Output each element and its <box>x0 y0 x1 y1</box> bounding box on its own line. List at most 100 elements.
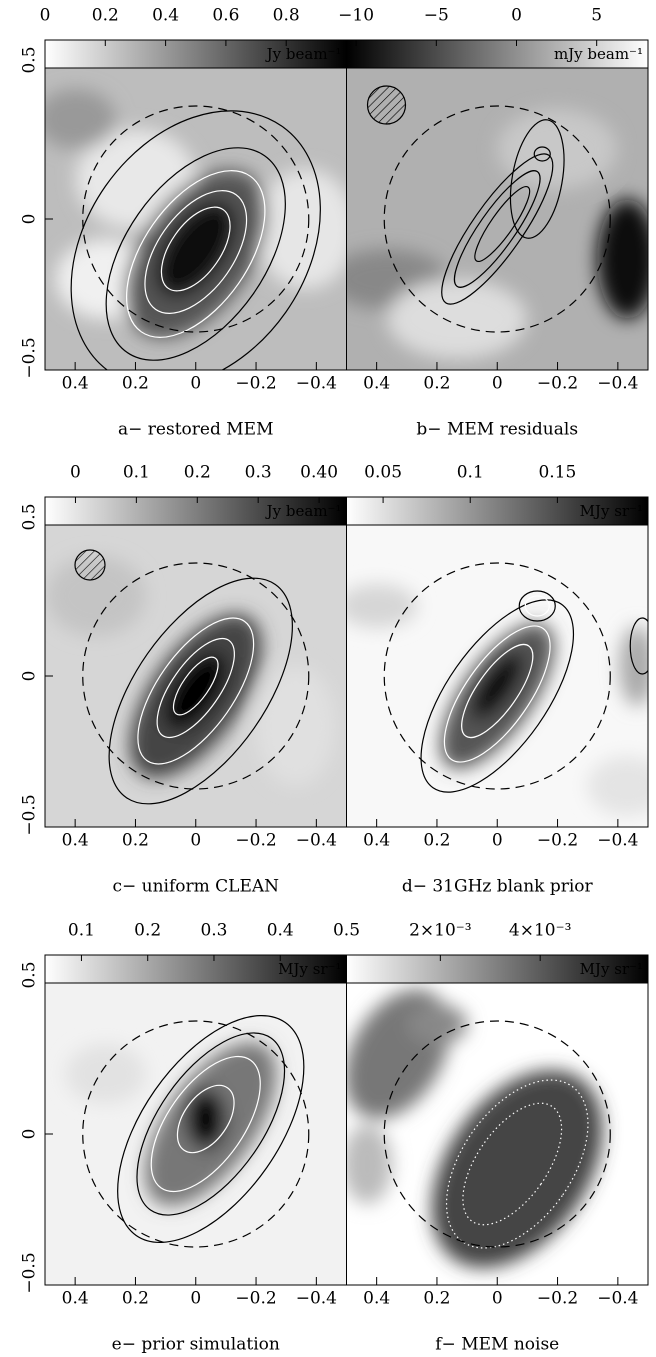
colorbar-tick-label: 0.4 <box>152 6 179 26</box>
contour <box>125 170 266 338</box>
emission <box>185 1089 226 1149</box>
caption: e− prior simulation <box>112 1335 280 1355</box>
x-tick-label: 0.2 <box>423 1289 450 1309</box>
primary-beam <box>82 1020 310 1248</box>
contour <box>70 110 321 370</box>
x-tick-label: −0.4 <box>296 831 337 851</box>
y-tick-label: 0 <box>20 1129 40 1140</box>
contour <box>150 1055 261 1193</box>
x-tick-label: −0.2 <box>235 1289 276 1309</box>
colorbar-tick-label: 2×10⁻³ <box>409 921 471 941</box>
colorbar <box>44 954 347 984</box>
x-tick-label: 0 <box>492 374 503 394</box>
panel: 2×10⁻³ 4×10⁻³ MJy sr⁻¹ 0.4 0.2 0 −0.2 −0.4 f− ME… <box>346 921 649 1355</box>
caption: a− restored MEM <box>118 420 273 440</box>
blobs <box>346 109 648 359</box>
x-tick-label: 0 <box>190 831 201 851</box>
colorbar-tick-label: 0 <box>70 463 81 483</box>
emission <box>587 756 648 816</box>
colorbar-unit: MJy sr⁻¹ <box>580 960 643 978</box>
colorbar <box>346 39 649 69</box>
caption: c− uniform CLEAN <box>112 877 279 897</box>
primary-beam <box>383 562 611 790</box>
contour <box>443 625 551 763</box>
colorbar-tick-label: 5 <box>591 6 602 26</box>
caption: b− MEM residuals <box>416 420 578 440</box>
synth-beam <box>366 85 407 125</box>
panel: 0 0.2 0.4 0.6 0.8 Jy beam⁻¹ 0.4 0.2 0 −0.2 −0.4 −0.… <box>20 6 347 440</box>
emission <box>45 556 146 636</box>
image <box>45 983 347 1285</box>
panel: 0 0.1 0.2 0.3 0.40 Jy beam⁻¹ 0.4 0.2 0 −0.2 −0.4 −0… <box>20 463 347 897</box>
x-tick-label: −0.2 <box>537 1289 578 1309</box>
contour <box>474 186 531 262</box>
x-tick-label: −0.4 <box>597 374 638 394</box>
colorbar-tick-label: 0.3 <box>200 921 227 941</box>
colorbar-tick-label: 0.5 <box>333 921 360 941</box>
contour <box>533 146 551 162</box>
colorbar-unit: Jy beam⁻¹ <box>265 45 342 63</box>
x-tick-label: 0.2 <box>122 1289 149 1309</box>
colorbar-tick-label: 0 <box>511 6 522 26</box>
x-tick-label: −0.4 <box>597 831 638 851</box>
colorbar-tick-label: 4×10⁻³ <box>509 921 571 941</box>
colorbar-unit: Jy beam⁻¹ <box>265 502 342 520</box>
colorbar-tick-label: 0.05 <box>364 463 402 483</box>
colorbar-tick-label: 0.2 <box>134 921 161 941</box>
contour <box>117 1014 305 1244</box>
emission <box>164 652 228 730</box>
contour <box>629 617 648 675</box>
y-tick-label: 0.5 <box>20 961 40 988</box>
image <box>45 68 347 370</box>
y-tick-label: −0.5 <box>20 1252 40 1293</box>
y-tick-label: 0.5 <box>20 46 40 73</box>
emission <box>387 279 528 359</box>
colorbar <box>346 496 649 526</box>
contour <box>144 190 248 314</box>
x-tick-label: 0 <box>492 1289 503 1309</box>
contour <box>176 1084 235 1154</box>
colorbar-tick-label: 0.15 <box>538 463 576 483</box>
emission <box>155 200 236 298</box>
x-tick-label: 0.4 <box>62 1289 89 1309</box>
colorbar-tick-label: 0 <box>40 6 51 26</box>
contour <box>445 1079 589 1249</box>
blobs <box>346 989 603 1268</box>
contour <box>518 590 556 622</box>
contour <box>462 1102 563 1226</box>
y-tick-label: −0.5 <box>20 337 40 378</box>
contour <box>524 595 550 617</box>
x-tick-label: 0.2 <box>122 831 149 851</box>
colorbar-tick-label: 0.6 <box>212 6 239 26</box>
contour <box>105 147 286 361</box>
colorbar-tick-label: 0.1 <box>123 463 150 483</box>
x-tick-label: 0.4 <box>62 831 89 851</box>
emission <box>497 109 618 189</box>
emission <box>65 1044 146 1104</box>
blobs <box>45 89 347 338</box>
colorbar-tick-label: −5 <box>424 6 449 26</box>
primary-beam <box>383 1020 611 1248</box>
image <box>346 68 648 370</box>
x-tick-label: 0 <box>190 1289 201 1309</box>
blobs <box>45 556 336 786</box>
x-tick-label: 0 <box>190 374 201 394</box>
colorbar-tick-label: 0.1 <box>68 921 95 941</box>
contour <box>441 153 554 305</box>
x-tick-label: −0.4 <box>296 374 337 394</box>
blobs <box>346 584 648 816</box>
image <box>346 983 648 1285</box>
colorbar-unit: MJy sr⁻¹ <box>580 502 643 520</box>
colorbar <box>44 496 347 526</box>
contour <box>172 656 219 716</box>
colorbar-tick-label: 0.2 <box>184 463 211 483</box>
panel: 0.1 0.2 0.3 0.4 0.5 MJy sr⁻¹ 0.4 0.2 0 −0.2 −0.4 −0… <box>20 921 361 1355</box>
colorbar-tick-label: −10 <box>338 6 374 26</box>
y-tick-label: 0 <box>20 671 40 682</box>
colorbar-unit: MJy sr⁻¹ <box>278 960 341 978</box>
emission <box>346 1124 393 1204</box>
x-tick-label: 0.4 <box>363 374 390 394</box>
colorbar <box>44 39 347 69</box>
y-tick-label: 0 <box>20 214 40 225</box>
